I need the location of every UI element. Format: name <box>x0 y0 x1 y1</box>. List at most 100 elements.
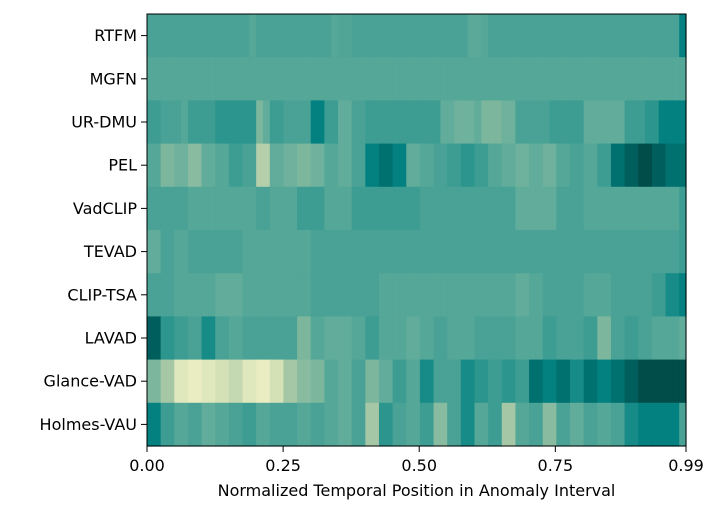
heatmap-cell <box>358 143 366 188</box>
heatmap-cell <box>194 316 203 361</box>
heatmap-cell <box>385 143 394 188</box>
heatmap-cell <box>365 100 373 145</box>
heatmap-cell <box>406 273 414 317</box>
heatmap-cell <box>467 143 476 188</box>
heatmap-cell <box>262 100 271 145</box>
heatmap-cell <box>610 402 619 447</box>
heatmap-cell <box>563 230 571 274</box>
heatmap-cell <box>542 57 551 101</box>
heatmap-cell <box>542 402 551 447</box>
heatmap-cell <box>419 14 428 58</box>
heatmap-cell <box>542 316 551 361</box>
heatmap-cell <box>358 186 366 231</box>
heatmap-cell <box>208 402 216 447</box>
heatmap-cell <box>494 402 503 447</box>
heatmap-cell <box>242 230 250 274</box>
heatmap-cell <box>194 14 203 58</box>
heatmap-cell <box>351 14 360 58</box>
heatmap-cell <box>310 57 319 101</box>
heatmap-cell <box>570 273 578 317</box>
heatmap-cell <box>303 230 312 274</box>
heatmap-cell <box>235 143 244 188</box>
heatmap-cell <box>419 57 428 101</box>
heatmap-cell <box>269 273 278 317</box>
heatmap-cell <box>153 186 162 231</box>
heatmap-cell <box>515 402 523 447</box>
heatmap-cell <box>658 273 667 317</box>
heatmap-cell <box>447 230 455 274</box>
heatmap-cell <box>474 273 482 317</box>
heatmap-cell <box>297 230 305 274</box>
heatmap-cell <box>576 273 585 317</box>
heatmap-cell <box>467 100 476 145</box>
heatmap-cell <box>297 359 305 404</box>
heatmap-cell <box>208 316 216 361</box>
heatmap-cell <box>508 230 517 274</box>
heatmap-cell <box>474 14 482 58</box>
heatmap-cell <box>563 273 571 317</box>
heatmap-cell <box>378 143 387 188</box>
heatmap-cell <box>222 186 230 231</box>
heatmap-cell <box>515 100 523 145</box>
heatmap-cell <box>406 143 414 188</box>
heatmap-cell <box>624 273 633 317</box>
heatmap-cell <box>269 230 278 274</box>
heatmap-cell <box>535 316 544 361</box>
heatmap-cell <box>631 57 639 101</box>
heatmap-cell <box>549 230 557 274</box>
heatmap-cell <box>419 402 428 447</box>
heatmap-cell <box>187 100 196 145</box>
heatmap-cell <box>147 316 155 361</box>
y-tick-label: LAVAD <box>85 329 137 348</box>
heatmap-cell <box>570 316 578 361</box>
heatmap-cell <box>665 230 673 274</box>
heatmap-cell <box>638 359 646 404</box>
heatmap-cell <box>324 316 332 361</box>
heatmap-cell <box>194 100 203 145</box>
heatmap-cell <box>501 186 510 231</box>
heatmap-cell <box>358 402 366 447</box>
heatmap-cell <box>508 57 517 101</box>
heatmap-cell <box>617 273 626 317</box>
heatmap-cell <box>372 230 380 274</box>
heatmap-cell <box>215 402 223 447</box>
heatmap-cell <box>549 316 557 361</box>
heatmap-cell <box>488 143 496 188</box>
heatmap-cell <box>228 100 237 145</box>
heatmap-cell <box>604 316 612 361</box>
heatmap-cell <box>679 186 687 231</box>
heatmap-cell <box>303 186 312 231</box>
heatmap-cell <box>358 230 366 274</box>
heatmap-cell <box>529 316 537 361</box>
heatmap-cell <box>549 14 557 58</box>
heatmap-cell <box>201 359 209 404</box>
heatmap-cell <box>617 186 626 231</box>
heatmap-cell <box>310 359 319 404</box>
heatmap-cell <box>447 186 455 231</box>
heatmap-cell <box>665 402 673 447</box>
heatmap-cell <box>454 359 462 404</box>
heatmap-cell <box>194 143 203 188</box>
heatmap-cell <box>147 100 155 145</box>
heatmap-cell <box>665 359 673 404</box>
heatmap-cell <box>645 273 653 317</box>
heatmap-cell <box>515 316 523 361</box>
heatmap-cell <box>194 273 203 317</box>
heatmap-cell <box>590 273 598 317</box>
heatmap-cell <box>365 143 373 188</box>
heatmap-cell <box>283 402 291 447</box>
heatmap-cell <box>372 273 380 317</box>
heatmap-cell <box>392 273 401 317</box>
heatmap-cell <box>181 14 189 58</box>
heatmap-cell <box>317 100 325 145</box>
heatmap-cell <box>433 402 441 447</box>
heatmap-cell <box>317 14 325 58</box>
heatmap-cell <box>167 273 175 317</box>
heatmap-cell <box>187 273 196 317</box>
heatmap-cell <box>467 316 476 361</box>
heatmap-cell <box>228 316 237 361</box>
heatmap-cell <box>256 316 264 361</box>
heatmap-cell <box>399 402 407 447</box>
heatmap-cell <box>638 143 646 188</box>
heatmap-cell <box>494 57 503 101</box>
